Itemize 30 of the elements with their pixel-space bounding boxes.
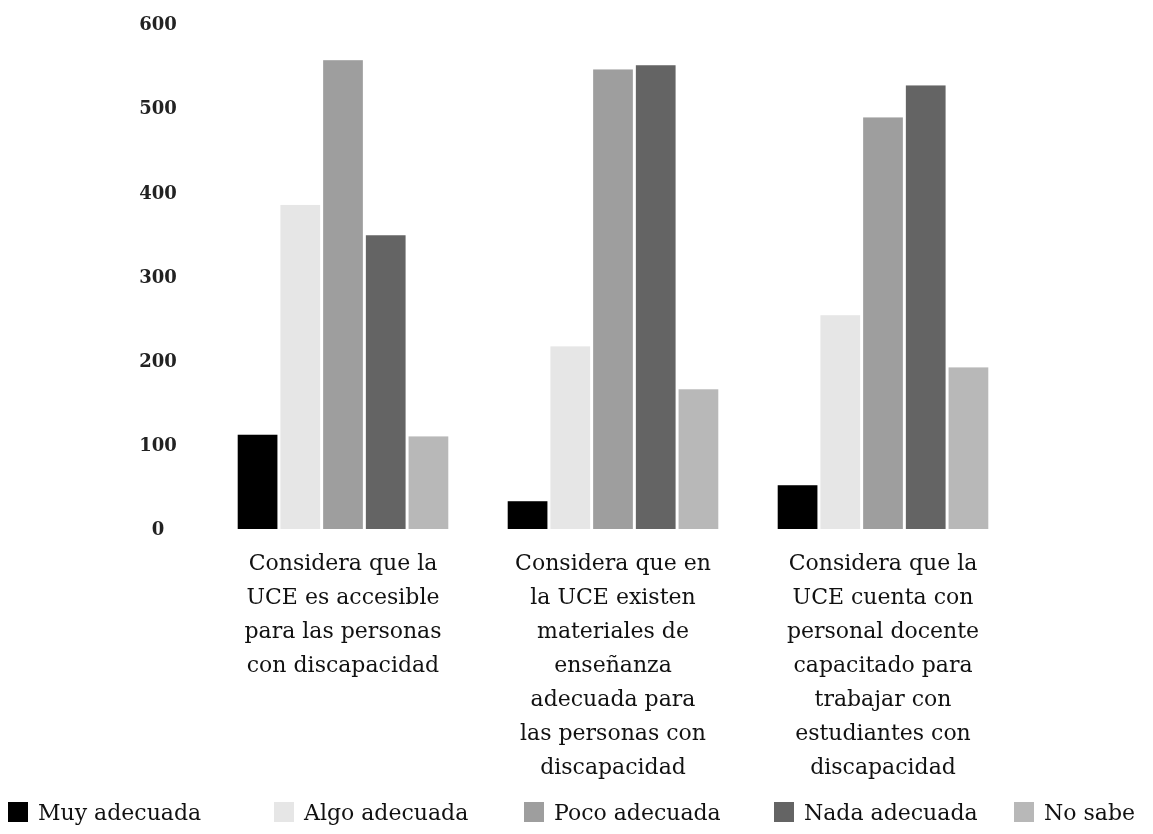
- bar: [593, 69, 633, 529]
- x-tick-label: Considera que la UCE es accesible para las personas con discapacidad: [244, 550, 442, 677]
- y-tick-label: 400: [139, 181, 177, 203]
- bar: [323, 60, 363, 529]
- bar: [777, 485, 818, 529]
- legend-label: Algo adecuada: [303, 800, 469, 825]
- y-tick-label: 100: [139, 434, 177, 456]
- legend-label: Muy adecuada: [38, 800, 202, 825]
- bar: [678, 389, 719, 529]
- bar: [550, 346, 591, 529]
- bar: [820, 315, 861, 529]
- bar: [905, 85, 946, 529]
- x-tick-label: Considera que la UCE cuenta con personal docente capacitado para trabajar con estudiantes con discapacidad: [786, 550, 980, 779]
- y-tick-label: 200: [139, 349, 177, 371]
- y-tick-label: 0: [151, 518, 165, 540]
- legend-label: Nada adecuada: [804, 800, 978, 825]
- y-tick-label: 300: [139, 265, 177, 287]
- bar: [507, 501, 548, 529]
- bar: [635, 65, 676, 529]
- bar: [280, 204, 321, 529]
- bar: [863, 117, 903, 529]
- legend-label: Poco adecuada: [554, 800, 721, 825]
- bar: [948, 367, 989, 529]
- y-tick-label: 500: [139, 97, 177, 119]
- bar: [408, 436, 449, 529]
- x-tick-label: Considera que en la UCE existen materiales de enseñanza adecuada para las personas con discapacidad: [515, 550, 711, 779]
- bar: [365, 235, 406, 529]
- y-tick-label: 600: [139, 13, 177, 35]
- bar: [237, 434, 278, 529]
- legend-label: No sabe: [1044, 800, 1135, 825]
